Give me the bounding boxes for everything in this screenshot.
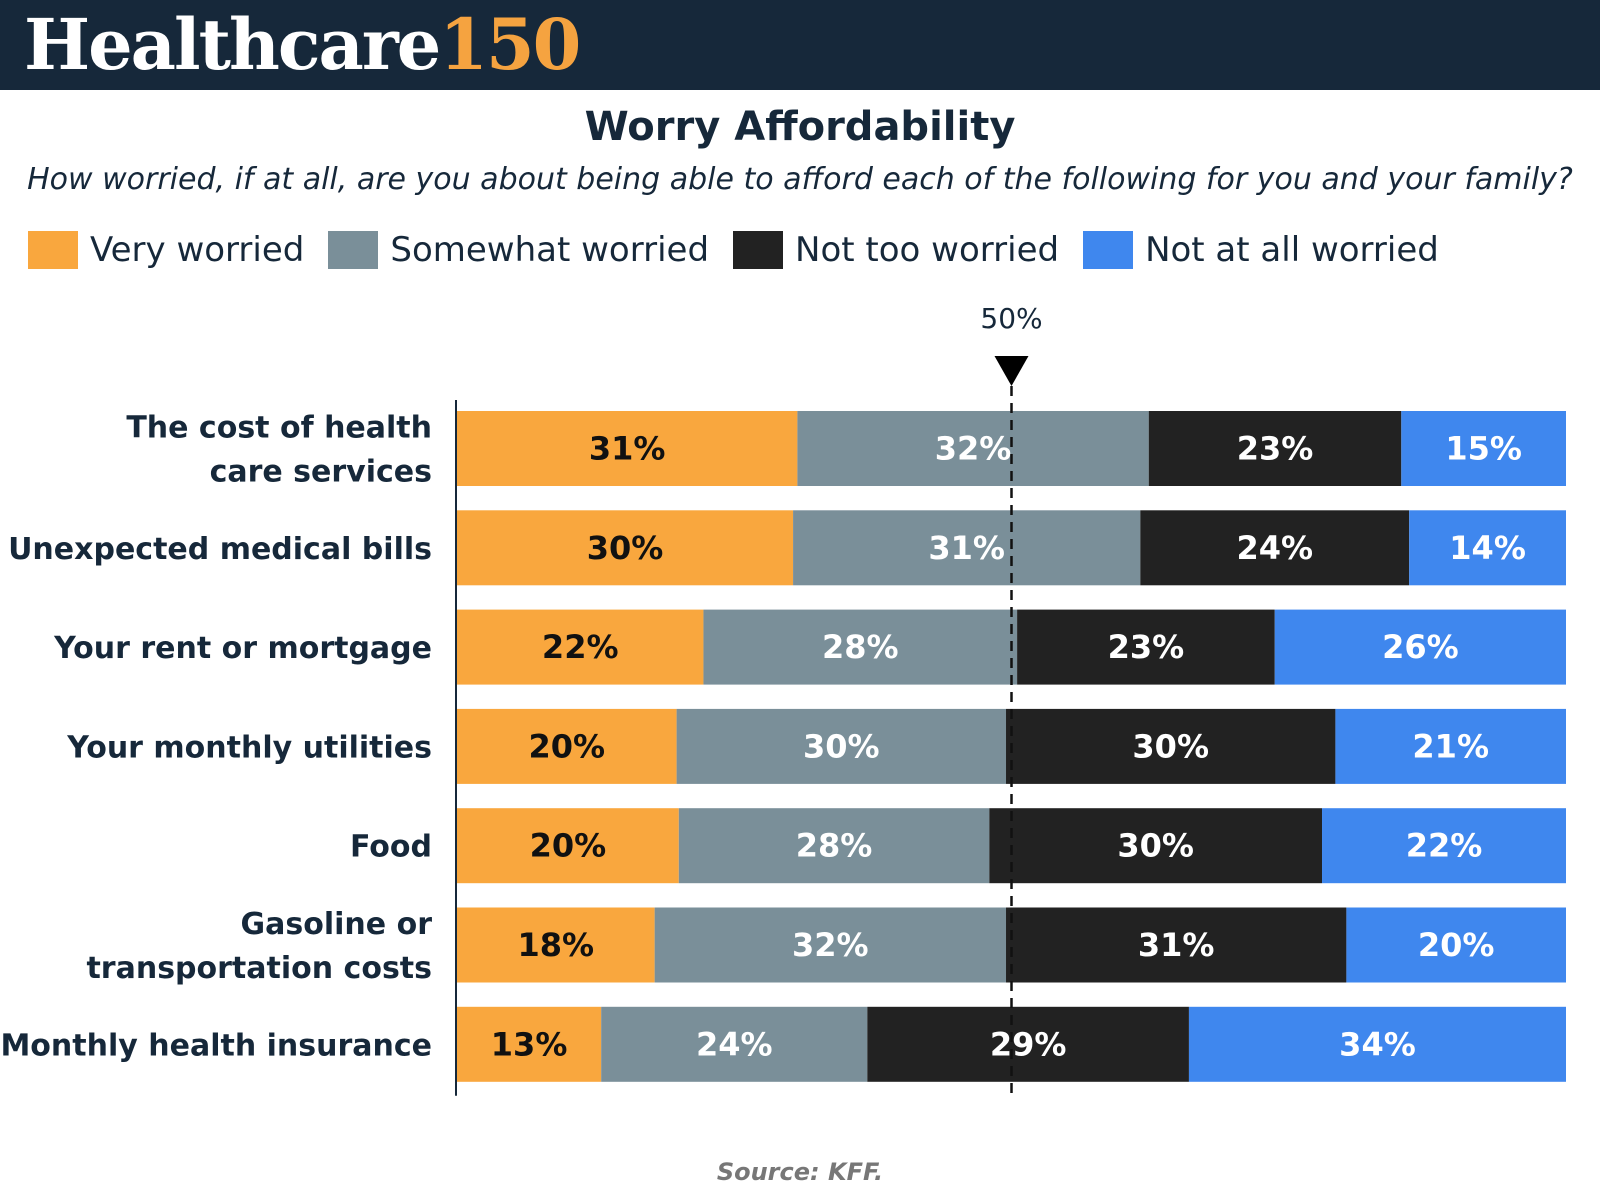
data-label-very-worried: 31%	[589, 430, 666, 468]
bar-segment-very-worried	[457, 510, 794, 586]
bar-segment-somewhat-worried	[797, 411, 1149, 486]
bar-segment-very-worried	[457, 1006, 602, 1082]
legend-item-not-at-all-worried: Not at all worried	[1083, 230, 1439, 270]
reference-line-label: 50%	[980, 302, 1042, 335]
data-label-not-too-worried: 23%	[1108, 628, 1185, 666]
category-label-line: Gasoline or	[241, 907, 433, 942]
legend-label-very-worried: Very worried	[90, 230, 305, 270]
bar-segment-somewhat-worried	[703, 609, 1018, 685]
bar-segment-very-worried	[457, 411, 798, 486]
bar-segment-not-too-worried	[1140, 510, 1410, 586]
legend-item-very-worried: Very worried	[28, 230, 304, 270]
category-label: Monthly health insurance	[0, 1028, 432, 1063]
data-label-somewhat-worried: 32%	[792, 926, 869, 964]
data-label-not-too-worried: 30%	[1117, 827, 1194, 865]
bar-segment-somewhat-worried	[678, 808, 990, 884]
brand-number: 150	[439, 3, 581, 86]
bar-segment-somewhat-worried	[793, 510, 1141, 586]
category-label-line: Unexpected medical bills	[8, 532, 432, 567]
category-label-line: transportation costs	[86, 951, 432, 986]
bar-segment-not-too-worried	[1006, 907, 1347, 983]
category-label-line: Monthly health insurance	[0, 1028, 432, 1063]
data-label-somewhat-worried: 24%	[696, 1025, 773, 1063]
data-label-not-at-all-worried: 20%	[1418, 926, 1495, 964]
data-label-not-at-all-worried: 22%	[1406, 827, 1483, 865]
category-label: Unexpected medical bills	[8, 532, 432, 567]
category-label-line: Food	[350, 830, 432, 865]
legend-item-somewhat-worried: Somewhat worried	[328, 230, 709, 270]
legend-label-somewhat-worried: Somewhat worried	[390, 230, 710, 270]
category-label-line: The cost of health	[126, 411, 432, 446]
bar-segment-very-worried	[457, 808, 679, 884]
data-label-very-worried: 13%	[491, 1025, 568, 1063]
data-label-somewhat-worried: 32%	[935, 430, 1012, 468]
bar-segment-not-at-all-worried	[1335, 708, 1566, 784]
legend-label-not-too-worried: Not too worried	[795, 230, 1060, 270]
bar-segment-somewhat-worried	[654, 907, 1007, 983]
bar-segment-not-at-all-worried	[1401, 411, 1566, 486]
bar-segment-not-too-worried	[1017, 609, 1275, 685]
data-label-not-at-all-worried: 14%	[1449, 529, 1526, 567]
data-label-very-worried: 20%	[530, 827, 607, 865]
bar-segment-not-too-worried	[1006, 708, 1336, 784]
legend: Very worried Somewhat worried Not too wo…	[28, 230, 1463, 270]
legend-item-not-too-worried: Not too worried	[733, 230, 1059, 270]
brand-name: Healthcare	[24, 3, 441, 86]
bar-segment-not-at-all-worried	[1322, 808, 1566, 884]
chart-title: Worry Affordability	[584, 104, 1016, 150]
data-label-not-at-all-worried: 15%	[1445, 430, 1522, 468]
brand-logo: Healthcare150	[24, 3, 581, 86]
reference-marker-triangle	[994, 356, 1029, 386]
category-label: The cost of health care services	[126, 411, 432, 490]
category-label: Gasoline or transportation costs	[86, 907, 432, 986]
legend-swatch-somewhat-worried	[328, 231, 379, 269]
header-bar: Healthcare150	[0, 0, 1600, 90]
bar-segment-very-worried	[457, 708, 677, 784]
bar-segment-very-worried	[457, 907, 655, 983]
category-label-line: Your monthly utilities	[66, 730, 432, 765]
legend-swatch-very-worried	[28, 231, 78, 269]
bar-segment-not-too-worried	[989, 808, 1323, 884]
bar-segment-not-at-all-worried	[1274, 609, 1566, 685]
category-label-line: care services	[210, 455, 432, 490]
bar-segment-not-at-all-worried	[1188, 1006, 1566, 1082]
bar-segment-not-at-all-worried	[1346, 907, 1566, 983]
bar-segment-somewhat-worried	[601, 1006, 868, 1082]
data-label-very-worried: 30%	[587, 529, 664, 567]
data-label-not-too-worried: 23%	[1237, 430, 1314, 468]
category-label: Food	[350, 830, 432, 865]
data-label-not-too-worried: 30%	[1132, 727, 1209, 765]
category-label: Your rent or mortgage	[53, 631, 432, 666]
chart-subtitle: How worried, if at all, are you about be…	[27, 162, 1573, 197]
bar-segment-very-worried	[457, 609, 704, 685]
data-label-somewhat-worried: 31%	[928, 529, 1005, 567]
data-label-very-worried: 20%	[529, 727, 606, 765]
legend-label-not-at-all-worried: Not at all worried	[1145, 230, 1439, 270]
data-label-not-at-all-worried: 34%	[1339, 1025, 1416, 1063]
stacked-bar-chart: The cost of health care services 31% 32% 23%…	[0, 302, 1566, 1100]
bar-segment-not-at-all-worried	[1409, 510, 1566, 586]
category-label-line: Your rent or mortgage	[53, 631, 432, 666]
data-label-somewhat-worried: 28%	[796, 827, 873, 865]
data-label-somewhat-worried: 28%	[822, 628, 899, 666]
data-label-not-at-all-worried: 21%	[1412, 727, 1489, 765]
data-label-not-too-worried: 29%	[990, 1025, 1067, 1063]
bar-segment-not-too-worried	[867, 1006, 1189, 1082]
bar-segment-not-too-worried	[1148, 411, 1402, 486]
bar-segment-somewhat-worried	[676, 708, 1007, 784]
data-label-very-worried: 18%	[518, 926, 595, 964]
category-label: Your monthly utilities	[66, 730, 432, 765]
data-label-somewhat-worried: 30%	[803, 727, 880, 765]
data-label-not-at-all-worried: 26%	[1382, 628, 1459, 666]
data-label-not-too-worried: 24%	[1236, 529, 1313, 567]
source-note: Source: KFF.	[716, 1158, 884, 1186]
data-label-very-worried: 22%	[542, 628, 619, 666]
data-label-not-too-worried: 31%	[1138, 926, 1215, 964]
legend-swatch-not-at-all-worried	[1083, 231, 1134, 269]
legend-swatch-not-too-worried	[733, 231, 784, 269]
